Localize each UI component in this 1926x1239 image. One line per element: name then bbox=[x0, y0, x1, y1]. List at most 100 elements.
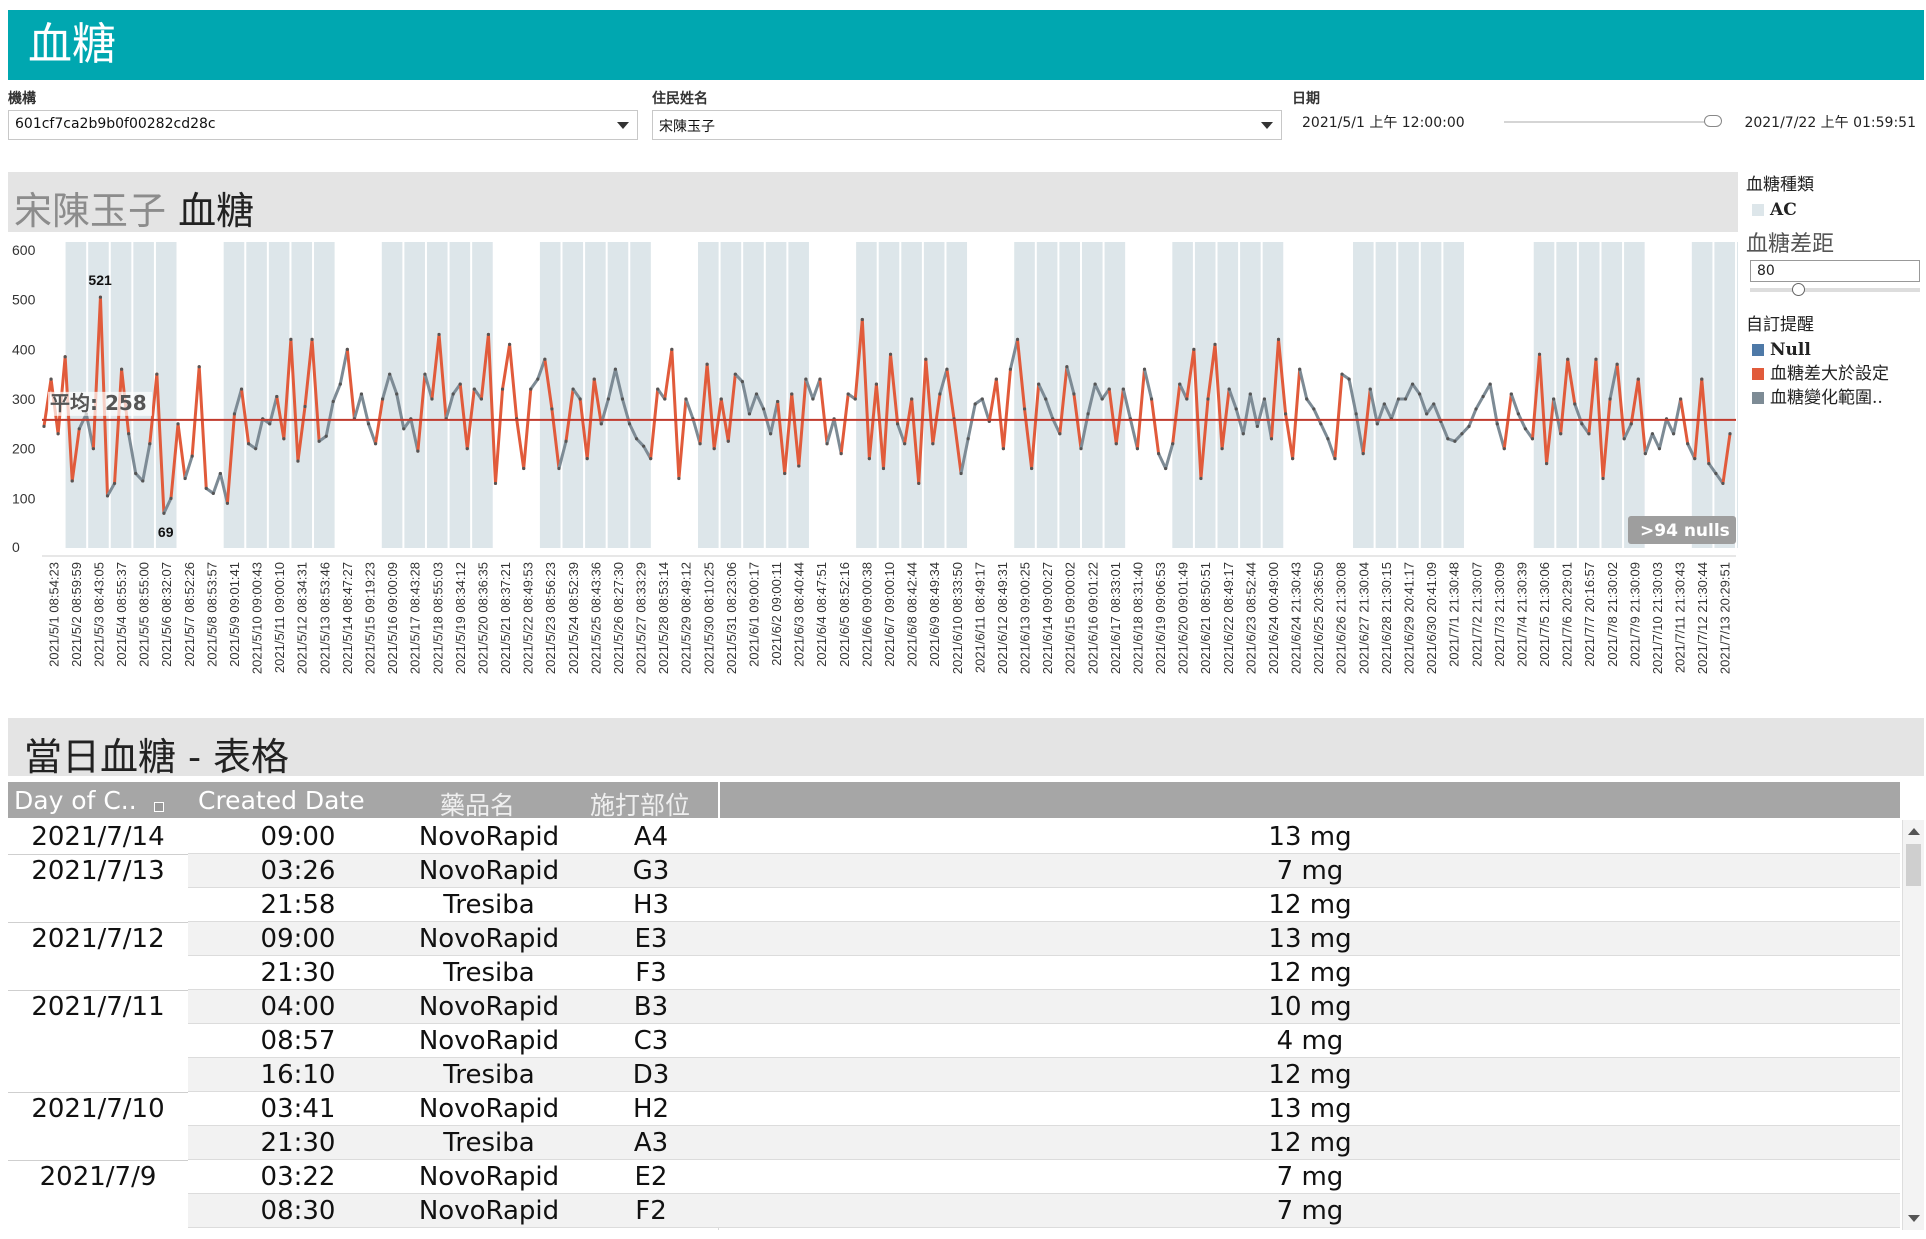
data-point[interactable] bbox=[903, 442, 907, 446]
nulls-badge[interactable] bbox=[1628, 516, 1736, 544]
data-point[interactable] bbox=[677, 476, 681, 481]
data-point[interactable] bbox=[1340, 372, 1344, 376]
data-point[interactable] bbox=[486, 332, 491, 337]
table-row[interactable]: 16:10 Tresiba D3 12 mg bbox=[8, 1058, 1900, 1092]
data-point[interactable] bbox=[1156, 452, 1161, 456]
data-point[interactable] bbox=[790, 392, 794, 396]
data-point[interactable] bbox=[1622, 437, 1626, 441]
data-point[interactable] bbox=[761, 407, 766, 411]
data-point[interactable] bbox=[1707, 461, 1711, 466]
legend-item-ac[interactable]: AC bbox=[1746, 198, 1922, 222]
data-point[interactable] bbox=[874, 382, 879, 386]
data-point[interactable] bbox=[599, 422, 603, 426]
data-point[interactable] bbox=[1030, 466, 1034, 471]
data-point[interactable] bbox=[1001, 447, 1005, 451]
data-point[interactable] bbox=[162, 511, 166, 515]
data-point[interactable] bbox=[1693, 457, 1697, 461]
gap-slider[interactable] bbox=[1750, 283, 1920, 296]
data-point[interactable] bbox=[458, 382, 462, 386]
legend-item-over-gap[interactable]: 血糖差大於設定 bbox=[1746, 362, 1922, 386]
data-point[interactable] bbox=[1213, 342, 1217, 346]
data-point[interactable] bbox=[1523, 427, 1528, 431]
data-point[interactable] bbox=[1425, 412, 1429, 416]
data-point[interactable] bbox=[381, 397, 385, 401]
data-point[interactable] bbox=[1671, 432, 1676, 436]
data-point[interactable] bbox=[670, 347, 674, 351]
data-point[interactable] bbox=[1305, 397, 1309, 401]
data-point[interactable] bbox=[1121, 387, 1125, 391]
date-range-slider[interactable]: 2021/5/1 上午 12:00:00 2021/7/22 上午 01:59:… bbox=[1292, 110, 1922, 136]
data-point[interactable] bbox=[797, 464, 801, 468]
data-point[interactable] bbox=[373, 442, 378, 446]
data-point[interactable] bbox=[571, 387, 575, 391]
date-range-track[interactable] bbox=[1504, 121, 1712, 123]
data-point[interactable] bbox=[112, 481, 117, 486]
data-point[interactable] bbox=[1008, 367, 1013, 371]
chevron-down-icon[interactable] bbox=[617, 122, 629, 129]
data-point[interactable] bbox=[1347, 377, 1351, 381]
data-point[interactable] bbox=[1537, 352, 1542, 356]
data-point[interactable] bbox=[1185, 397, 1189, 401]
table-row[interactable]: 08:57 NovoRapid C3 4 mg bbox=[8, 1024, 1900, 1058]
data-point[interactable] bbox=[1086, 412, 1090, 416]
data-point[interactable] bbox=[1559, 432, 1563, 436]
data-point[interactable] bbox=[1432, 402, 1436, 406]
data-point[interactable] bbox=[1721, 481, 1725, 486]
data-point[interactable] bbox=[1587, 432, 1591, 436]
data-point[interactable] bbox=[726, 439, 730, 443]
table-row[interactable]: 08:30 NovoRapid F2 7 mg bbox=[8, 1194, 1900, 1228]
data-point[interactable] bbox=[1382, 402, 1386, 406]
data-point[interactable] bbox=[1093, 382, 1097, 386]
data-point[interactable] bbox=[1418, 392, 1422, 396]
data-point[interactable] bbox=[1283, 412, 1288, 416]
data-point[interactable] bbox=[317, 439, 321, 443]
table-row[interactable]: 21:30 Tresiba A3 12 mg bbox=[8, 1126, 1900, 1160]
data-point[interactable] bbox=[1037, 382, 1041, 386]
data-point[interactable] bbox=[1199, 476, 1203, 481]
data-point[interactable] bbox=[853, 397, 857, 401]
data-point[interactable] bbox=[296, 459, 300, 463]
data-point[interactable] bbox=[1629, 422, 1633, 426]
data-point[interactable] bbox=[1516, 412, 1520, 416]
data-point[interactable] bbox=[423, 372, 427, 376]
data-point[interactable] bbox=[769, 432, 773, 436]
data-point[interactable] bbox=[1530, 437, 1535, 441]
data-point[interactable] bbox=[634, 437, 639, 441]
data-point[interactable] bbox=[148, 442, 152, 446]
data-point[interactable] bbox=[684, 397, 688, 401]
data-point[interactable] bbox=[451, 392, 455, 396]
data-point[interactable] bbox=[1361, 452, 1365, 456]
data-point[interactable] bbox=[642, 444, 646, 448]
data-point[interactable] bbox=[388, 372, 392, 376]
org-dropdown[interactable]: 601cf7ca2b9b0f00282cd28c bbox=[8, 110, 638, 140]
data-point[interactable] bbox=[1135, 447, 1140, 451]
data-point[interactable] bbox=[218, 471, 222, 476]
data-point[interactable] bbox=[917, 481, 921, 486]
data-point[interactable] bbox=[1241, 432, 1245, 436]
data-point[interactable] bbox=[1375, 422, 1379, 426]
data-point[interactable] bbox=[867, 457, 871, 461]
data-point[interactable] bbox=[1142, 367, 1147, 371]
data-point[interactable] bbox=[1495, 422, 1499, 426]
table-scrollbar[interactable] bbox=[1902, 820, 1924, 1230]
data-point[interactable] bbox=[1015, 337, 1020, 341]
data-point[interactable] bbox=[1058, 432, 1062, 436]
data-point[interactable] bbox=[465, 447, 469, 451]
data-point[interactable] bbox=[1262, 397, 1267, 401]
data-point[interactable] bbox=[275, 394, 279, 399]
data-point[interactable] bbox=[825, 442, 829, 446]
data-point[interactable] bbox=[246, 442, 251, 446]
data-point[interactable] bbox=[183, 476, 187, 481]
data-point[interactable] bbox=[1580, 422, 1584, 426]
legend-item-null[interactable]: Null bbox=[1746, 338, 1922, 362]
data-point[interactable] bbox=[719, 397, 723, 401]
data-point[interactable] bbox=[959, 471, 963, 476]
data-point[interactable] bbox=[754, 392, 759, 396]
data-point[interactable] bbox=[1312, 407, 1316, 411]
date-range-handle[interactable] bbox=[1704, 115, 1722, 127]
data-point[interactable] bbox=[303, 404, 307, 409]
scroll-down-icon[interactable] bbox=[1908, 1215, 1920, 1222]
data-point[interactable] bbox=[924, 357, 928, 361]
blood-sugar-chart[interactable]: 600 500 400 300 200 100 0 平均: 258 521 69 >94 nulls… bbox=[8, 236, 1738, 710]
data-point[interactable] bbox=[63, 355, 67, 359]
